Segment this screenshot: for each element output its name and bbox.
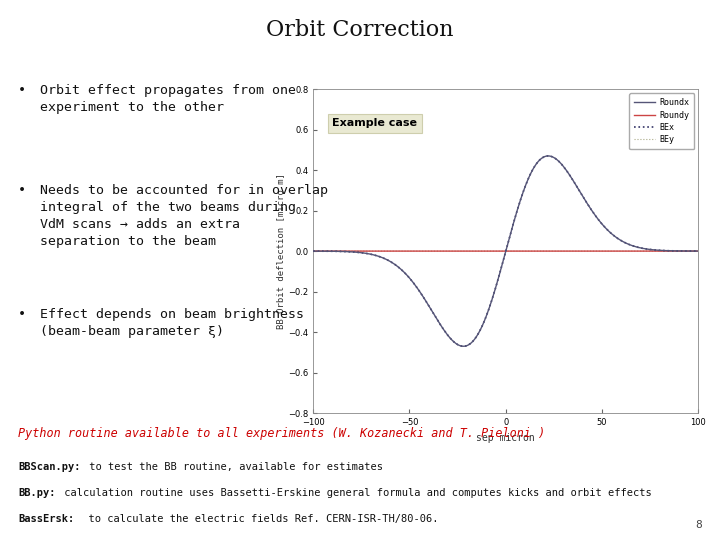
Text: BBScan.py:: BBScan.py: <box>18 462 81 472</box>
Text: Orbit Correction: Orbit Correction <box>266 19 454 41</box>
Text: •: • <box>18 184 26 197</box>
Text: •: • <box>18 84 26 97</box>
Text: to test the BB routine, available for estimates: to test the BB routine, available for es… <box>83 462 382 472</box>
Text: Effect depends on beam brightness
(beam-beam parameter ξ): Effect depends on beam brightness (beam-… <box>40 308 304 338</box>
Text: •: • <box>18 308 26 321</box>
Text: calculation routine uses Bassetti-Erskine general formula and computes kicks and: calculation routine uses Bassetti-Erskin… <box>58 488 652 498</box>
Text: Orbit effect propagates from one
experiment to the other: Orbit effect propagates from one experim… <box>40 84 296 114</box>
Text: Needs to be accounted for in overlap
integral of the two beams during
VdM scans : Needs to be accounted for in overlap int… <box>40 184 328 248</box>
Text: BassErsk:: BassErsk: <box>18 514 74 524</box>
Text: Example case: Example case <box>333 118 418 129</box>
Text: Python routine available to all experiments (W. Kozanecki and T. Pieloni ): Python routine available to all experime… <box>18 427 545 440</box>
Text: BB.py:: BB.py: <box>18 488 55 498</box>
Y-axis label: BB Orbit deflection [micro m]: BB Orbit deflection [micro m] <box>276 173 285 329</box>
Text: 8: 8 <box>696 520 702 530</box>
Legend: Roundx, Roundy, BEx, BEy: Roundx, Roundy, BEx, BEy <box>629 93 694 149</box>
X-axis label: sep micron: sep micron <box>477 433 535 442</box>
Text: to calculate the electric fields Ref. CERN-ISR-TH/80-06.: to calculate the electric fields Ref. CE… <box>76 514 439 524</box>
